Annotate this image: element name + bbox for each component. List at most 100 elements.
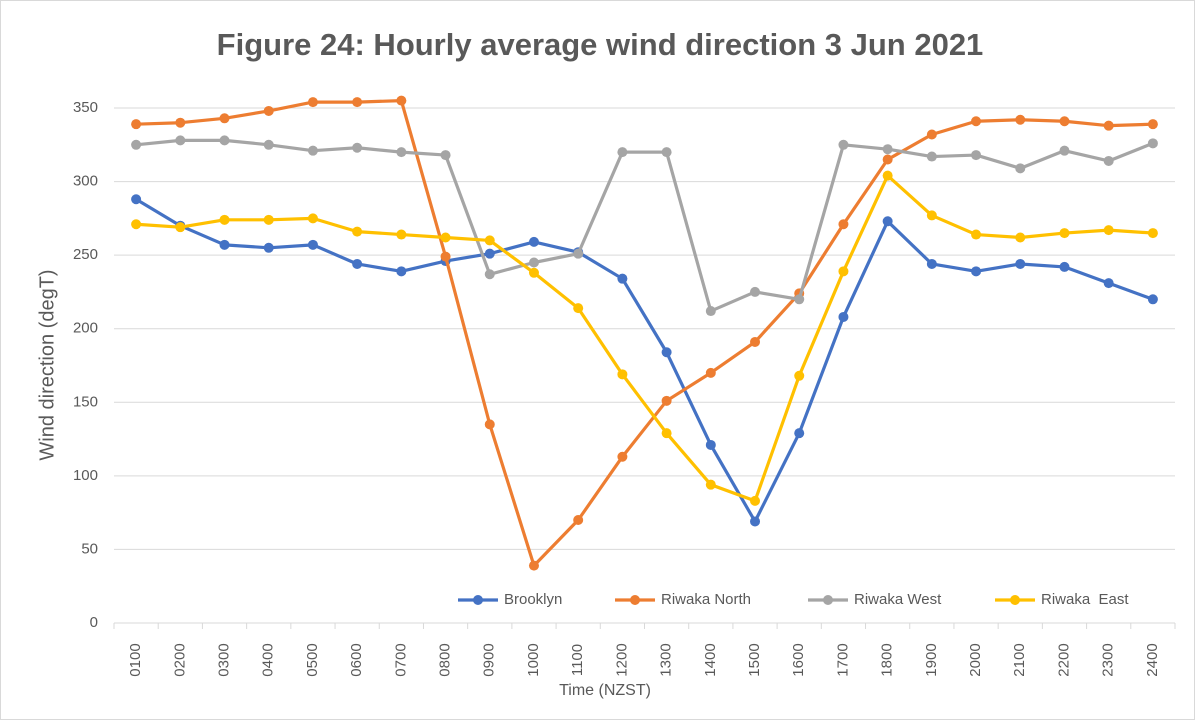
data-point bbox=[1103, 155, 1114, 166]
data-point bbox=[1147, 228, 1158, 239]
y-axis-title: Wind direction (degT) bbox=[36, 269, 58, 460]
data-point bbox=[617, 147, 628, 158]
data-point bbox=[1059, 145, 1070, 156]
x-tick-label: 1900 bbox=[923, 643, 940, 676]
series-line bbox=[135, 197, 1154, 524]
data-point bbox=[1103, 225, 1114, 236]
data-point bbox=[926, 151, 937, 162]
data-point bbox=[396, 229, 407, 240]
y-tick-label: 300 bbox=[73, 173, 98, 190]
x-tick-label: 0600 bbox=[348, 643, 365, 676]
data-point bbox=[1059, 228, 1070, 239]
data-point bbox=[440, 232, 451, 243]
data-point bbox=[750, 336, 761, 347]
data-point bbox=[396, 266, 407, 277]
data-point bbox=[1103, 278, 1114, 289]
data-point bbox=[794, 428, 805, 439]
data-point bbox=[263, 242, 274, 253]
data-point bbox=[1015, 232, 1026, 243]
data-point bbox=[882, 170, 893, 181]
x-tick-label: 0500 bbox=[304, 643, 321, 676]
data-point bbox=[528, 267, 539, 278]
x-tick-label: 2300 bbox=[1100, 643, 1117, 676]
data-point bbox=[175, 222, 186, 233]
y-tick-label: 100 bbox=[73, 467, 98, 484]
data-point bbox=[219, 113, 230, 124]
data-point bbox=[750, 516, 761, 527]
legend-label: Brooklyn bbox=[504, 591, 562, 608]
data-point bbox=[131, 119, 142, 130]
data-point bbox=[484, 248, 495, 259]
x-tick-label: 2200 bbox=[1055, 643, 1072, 676]
x-tick-label: 1200 bbox=[613, 643, 630, 676]
data-point bbox=[528, 560, 539, 571]
data-point bbox=[484, 235, 495, 246]
data-point bbox=[175, 117, 186, 128]
data-point bbox=[528, 236, 539, 247]
x-axis-title: Time (NZST) bbox=[559, 682, 651, 699]
data-point bbox=[1015, 114, 1026, 125]
data-point bbox=[131, 219, 142, 230]
data-point bbox=[926, 210, 937, 221]
x-tick-label: 1300 bbox=[658, 643, 675, 676]
y-tick-label: 200 bbox=[73, 320, 98, 337]
data-point bbox=[573, 515, 584, 525]
data-point bbox=[1015, 258, 1026, 269]
data-point bbox=[352, 226, 363, 237]
data-point bbox=[1147, 294, 1158, 305]
x-tick-label: 2000 bbox=[967, 643, 984, 676]
series-line bbox=[135, 138, 1154, 313]
data-point bbox=[440, 251, 451, 262]
data-point bbox=[307, 145, 318, 156]
x-tick-label: 1700 bbox=[834, 643, 851, 676]
x-tick-label: 1000 bbox=[525, 643, 542, 676]
legend-marker bbox=[473, 595, 483, 605]
data-point bbox=[617, 369, 628, 380]
data-point bbox=[971, 229, 982, 240]
data-point bbox=[838, 139, 849, 150]
data-point bbox=[528, 257, 539, 268]
data-point bbox=[838, 311, 849, 322]
data-point bbox=[882, 154, 893, 165]
data-point bbox=[484, 269, 495, 280]
data-point bbox=[661, 395, 672, 406]
data-point bbox=[705, 439, 716, 450]
x-tick-label: 0700 bbox=[392, 643, 409, 676]
data-point bbox=[705, 479, 716, 490]
data-point bbox=[617, 451, 628, 462]
data-point bbox=[352, 258, 363, 269]
legend-label: Riwaka East bbox=[1041, 591, 1129, 608]
data-point bbox=[794, 370, 805, 381]
data-point bbox=[263, 105, 274, 116]
x-tick-label: 1100 bbox=[569, 644, 586, 676]
data-point bbox=[838, 266, 849, 277]
data-point bbox=[263, 214, 274, 225]
y-tick-label: 50 bbox=[81, 540, 98, 557]
data-point bbox=[1147, 138, 1158, 149]
x-tick-label: 0400 bbox=[260, 643, 277, 676]
data-point bbox=[219, 135, 230, 146]
data-point bbox=[971, 116, 982, 127]
data-point bbox=[352, 97, 363, 108]
data-point bbox=[573, 303, 584, 314]
x-tick-label: 2100 bbox=[1011, 643, 1028, 676]
data-point bbox=[396, 147, 407, 158]
data-point bbox=[1059, 261, 1070, 272]
y-tick-label: 0 bbox=[90, 614, 98, 631]
x-tick-label: 2400 bbox=[1144, 643, 1161, 676]
data-point bbox=[705, 306, 716, 317]
data-point bbox=[838, 219, 849, 230]
legend-marker bbox=[823, 595, 833, 605]
data-point bbox=[971, 150, 982, 161]
x-tick-label: 1400 bbox=[702, 643, 719, 676]
data-point bbox=[573, 248, 584, 259]
data-point bbox=[882, 216, 893, 227]
data-point bbox=[263, 139, 274, 150]
data-point bbox=[1147, 119, 1158, 130]
x-tick-label: 1500 bbox=[746, 643, 763, 676]
data-point bbox=[307, 239, 318, 250]
y-tick-label: 150 bbox=[73, 393, 98, 410]
x-tick-label: 0900 bbox=[481, 643, 498, 676]
data-point bbox=[484, 419, 495, 430]
